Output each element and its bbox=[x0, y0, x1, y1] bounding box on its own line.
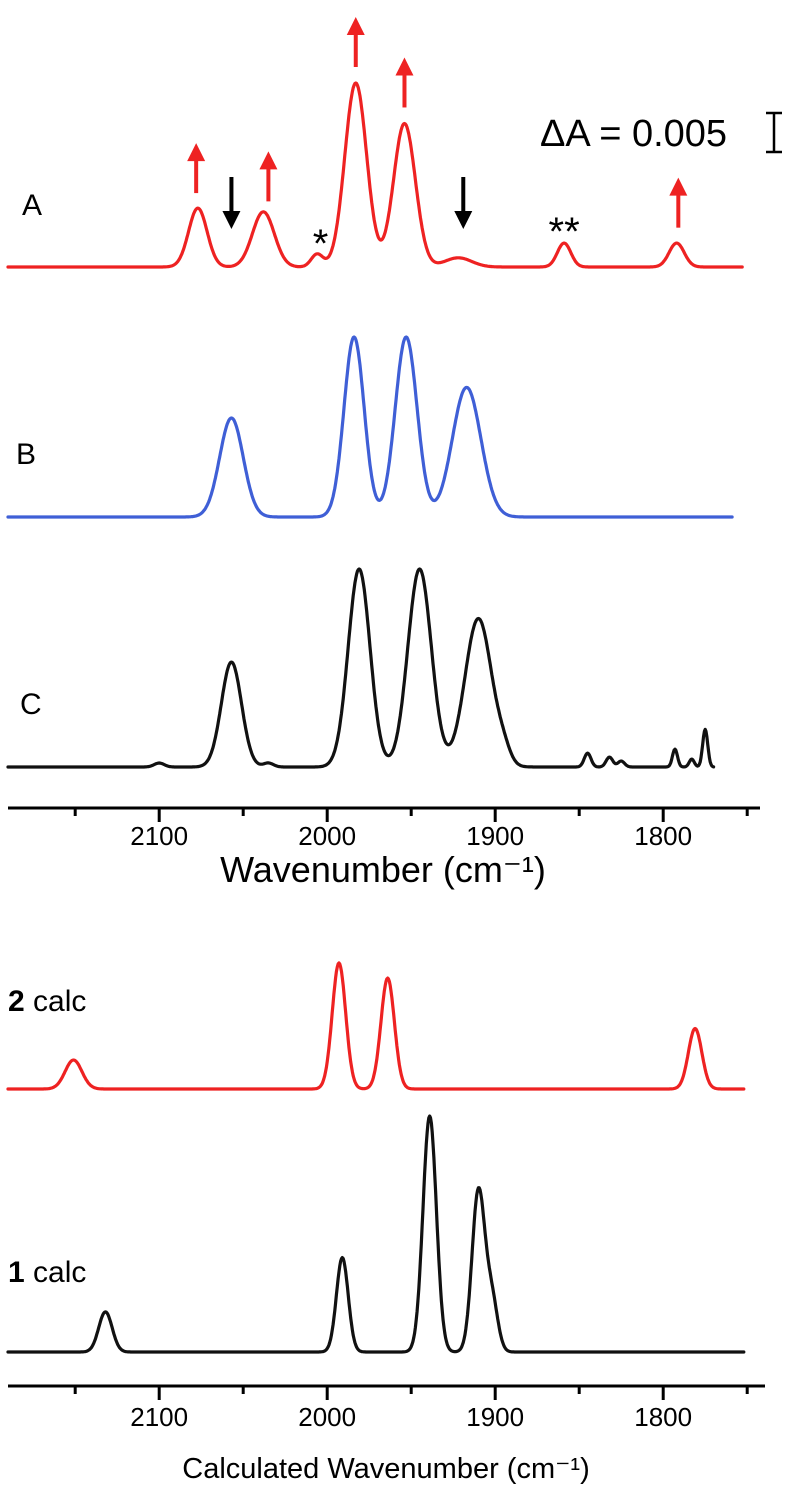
scale-bar bbox=[766, 111, 782, 154]
spectrum-trace-2-calc bbox=[6, 961, 746, 1091]
x-tick-label: 2100 bbox=[130, 821, 188, 851]
x-tick-label: 1800 bbox=[634, 821, 692, 851]
spectrum-trace-1-calc bbox=[6, 1114, 746, 1354]
trace-label-c: C bbox=[20, 688, 42, 721]
spectrum-trace-c bbox=[6, 567, 716, 769]
x-tick-label: 1800 bbox=[634, 1402, 692, 1432]
decrease-arrow-icon bbox=[454, 177, 473, 229]
x-tick-label: 2100 bbox=[130, 1402, 188, 1432]
asterisk-annotation: ** bbox=[549, 210, 580, 254]
calculated-panel: 2 calc 1 calc 2100 2000 1900 1800 Calculate… bbox=[6, 961, 765, 1485]
x-tick-label: 2000 bbox=[298, 821, 356, 851]
decrease-arrow-icon bbox=[222, 177, 241, 229]
x-tick-label: 1900 bbox=[466, 821, 524, 851]
experimental-panel: * ** A B C ΔA = 0.005 2100 2000 1900 1800 Wa… bbox=[6, 16, 782, 890]
increase-arrow-icon bbox=[669, 177, 688, 228]
spectrum-trace-a bbox=[6, 81, 744, 269]
trace-label-2-calc: 2 calc bbox=[8, 985, 86, 1018]
x-axis-ticks-bottom: 2100 2000 1900 1800 bbox=[73, 1386, 749, 1432]
trace-label-1-calc: 1 calc bbox=[8, 1256, 86, 1289]
x-axis-ticks-top: 2100 2000 1900 1800 bbox=[73, 808, 749, 851]
x-axis-title-top: Wavenumber (cm⁻¹) bbox=[220, 849, 546, 890]
increase-arrow-icon bbox=[187, 143, 206, 194]
trace-label-b: B bbox=[16, 438, 36, 471]
x-tick-label: 1900 bbox=[466, 1402, 524, 1432]
spectrum-trace-b bbox=[6, 335, 734, 519]
x-tick-label: 2000 bbox=[298, 1402, 356, 1432]
x-axis-title-bottom: Calculated Wavenumber (cm⁻¹) bbox=[182, 1453, 589, 1485]
trace-label-a: A bbox=[22, 189, 42, 222]
scale-bar-label: ΔA = 0.005 bbox=[540, 113, 727, 155]
increase-arrow-icon bbox=[259, 151, 278, 202]
asterisk-annotation: * bbox=[313, 222, 329, 266]
trace-a-annotations: * ** bbox=[187, 16, 688, 266]
increase-arrow-icon bbox=[395, 57, 414, 108]
increase-arrow-icon bbox=[346, 16, 365, 67]
